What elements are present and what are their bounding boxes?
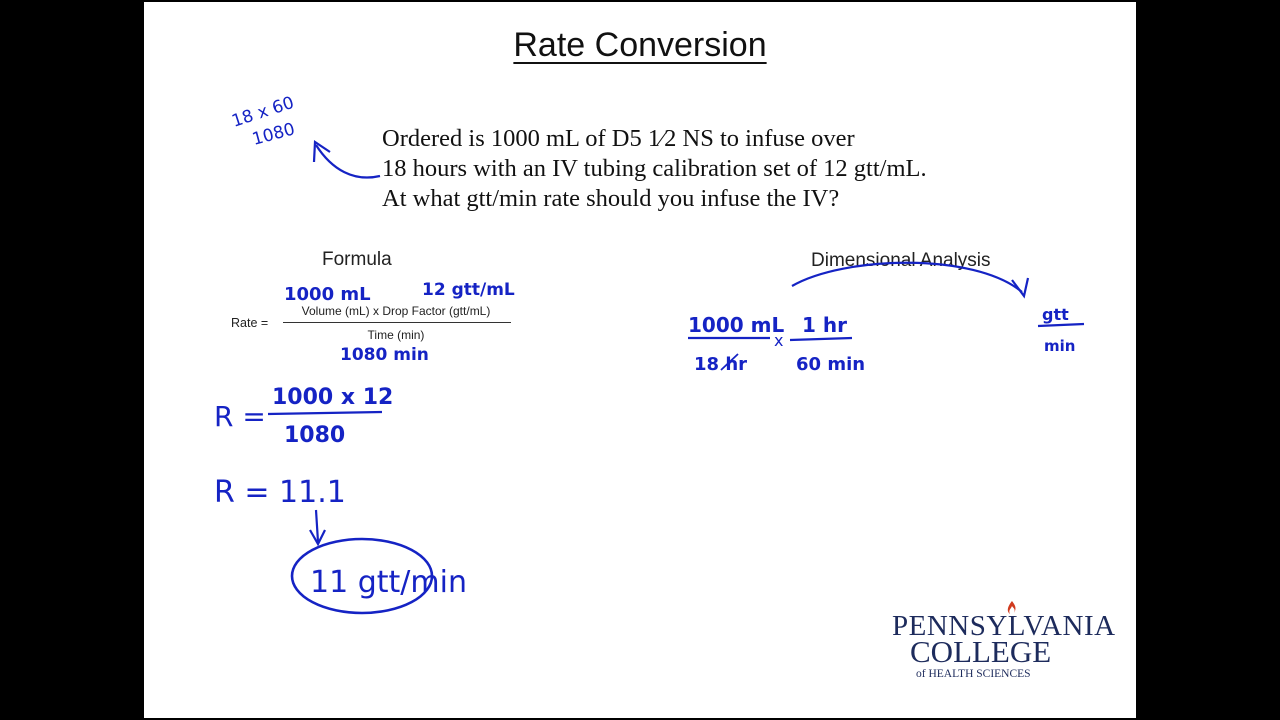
da-target-den: min [1044, 337, 1075, 355]
question-line-1: Ordered is 1000 mL of D5 1⁄2 NS to infus… [382, 125, 855, 152]
logo-line-2: COLLEGE [910, 634, 1052, 669]
r-numerator: 1000 x 12 [272, 385, 393, 410]
curved-arrow-to-calc [315, 144, 381, 179]
da-arrow-curve [791, 261, 1023, 293]
da-times: x [774, 331, 783, 350]
drop-factor-value: 12 gtt/mL [422, 280, 515, 300]
da-den2: 60 min [796, 354, 865, 375]
flame-icon [1007, 601, 1016, 614]
question-line-2: 18 hours with an IV tubing calibration s… [382, 155, 927, 182]
curved-arrow-head [312, 140, 331, 163]
da-num1: 1000 mL [688, 313, 784, 337]
formula-numerator: Volume (mL) x Drop Factor (gtt/mL) [301, 304, 491, 318]
r-result: R = 11.1 [214, 475, 346, 510]
time-value: 1080 min [340, 345, 429, 365]
da-arrow-head [1011, 277, 1030, 299]
question-line-3: At what gtt/min rate should you infuse t… [382, 185, 840, 212]
da-line2 [789, 336, 853, 342]
answer: 11 gtt/min [310, 565, 467, 600]
question-text: Ordered is 1000 mL of D5 1⁄2 NS to infus… [382, 124, 927, 214]
da-cancel-hr-bottom [720, 353, 739, 371]
logo-line-3: of HEALTH SCIENCES [916, 668, 1031, 680]
slide-title: Rate Conversion [513, 26, 767, 64]
da-target-line [1037, 322, 1085, 328]
logo-line-1: PENNSYLVANIA [892, 610, 1116, 642]
slide: Rate Conversion Ordered is 1000 mL of D5… [144, 2, 1136, 718]
volume-value: 1000 mL [284, 284, 371, 305]
r-fraction-line [267, 410, 383, 416]
handwriting-layer: 18 x 60 1080 1000 mL 12 gtt/mL 1080 min … [214, 93, 1085, 615]
down-arrow-head [309, 529, 326, 547]
da-target-num: gtt [1042, 305, 1069, 324]
formula-denominator: Time (min) [367, 328, 425, 342]
r-lhs: R = [214, 400, 266, 433]
answer-circle [290, 537, 434, 615]
da-den1: 18 hr [694, 354, 747, 375]
rate-label: Rate = [231, 316, 269, 330]
da-num2: 1 hr [802, 313, 847, 337]
college-logo: PENNSYLVANIA COLLEGE of HEALTH SCIENCES [892, 601, 1115, 686]
formula-heading: Formula [322, 249, 392, 270]
down-arrow-line [314, 509, 320, 543]
r-denominator: 1080 [284, 423, 345, 448]
formula-fraction-line [283, 322, 511, 323]
